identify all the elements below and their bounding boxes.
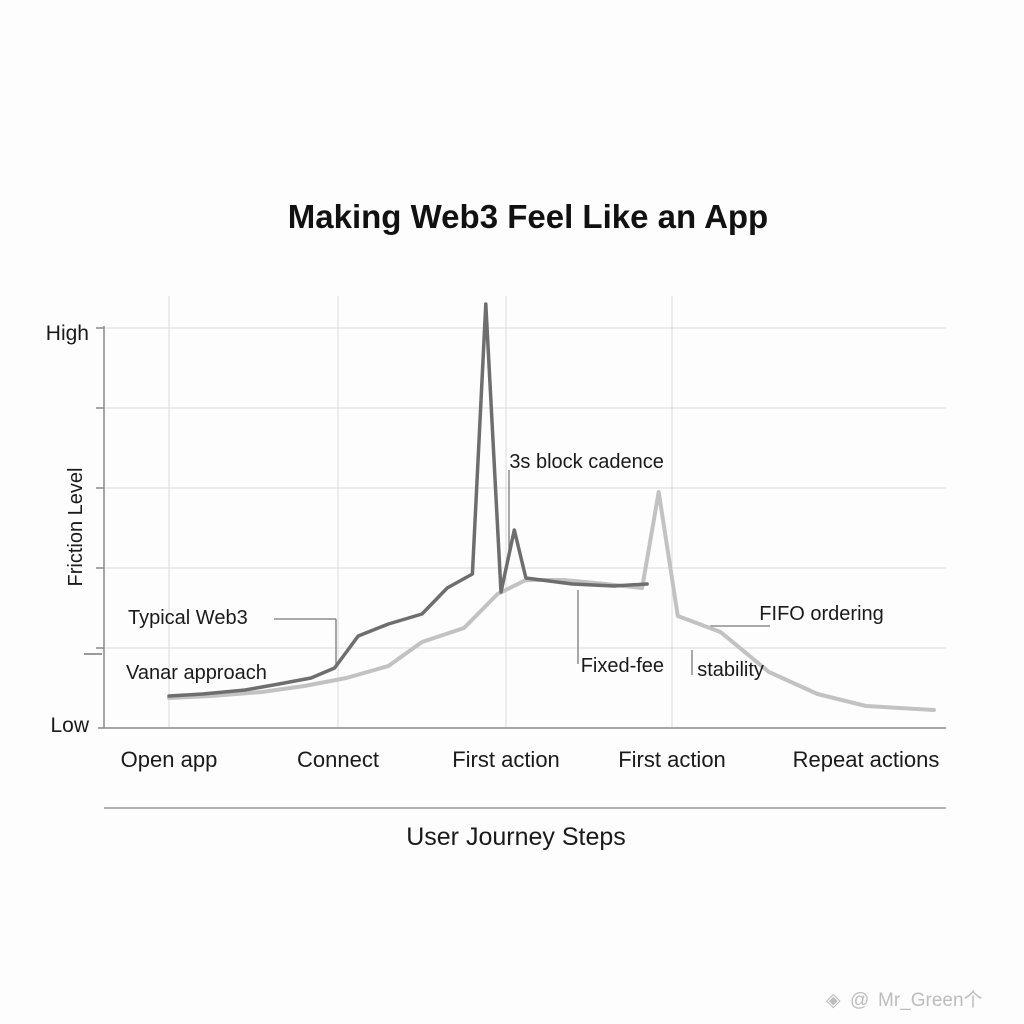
series-0-point-6 — [357, 635, 360, 637]
annotation-3: FIFO ordering — [759, 603, 883, 625]
x-tick-label-3: First action — [618, 747, 726, 772]
series-1-point-13 — [657, 491, 660, 493]
series-line-0 — [167, 302, 649, 698]
y-tick-label-high: High — [46, 322, 89, 345]
series-1-point-19 — [933, 709, 935, 711]
series-1-point-2 — [261, 691, 263, 693]
watermark-text: Mr_Green个 — [878, 989, 983, 1011]
series-1-point-10 — [563, 579, 565, 581]
x-tick-label-2: First action — [452, 747, 560, 772]
series-0-point-10 — [471, 573, 474, 575]
x-tick-label-0: Open app — [121, 747, 218, 772]
series-0-point-1 — [201, 693, 204, 695]
series-label-vanar-approach: Vanar approach — [126, 662, 267, 684]
series-line-1 — [167, 490, 936, 712]
series-0-point-9 — [446, 587, 449, 589]
x-tick-label-1: Connect — [297, 747, 379, 772]
annotation-1: Fixed-fee — [581, 655, 664, 677]
watermark-logo-icon: ◈ — [826, 990, 841, 1011]
series-1-point-4 — [345, 677, 348, 679]
series-0-point-8 — [421, 613, 423, 615]
series-layer — [167, 302, 936, 712]
series-0-point-5 — [333, 667, 336, 669]
series-0-point-7 — [387, 623, 390, 625]
series-0-point-16 — [613, 585, 615, 587]
series-1-point-3 — [303, 685, 306, 687]
series-0-point-2 — [244, 689, 247, 691]
series-0-point-0 — [168, 695, 170, 697]
annotation-guides — [274, 470, 770, 675]
series-0-point-11 — [484, 303, 487, 305]
series-1-point-7 — [463, 627, 465, 629]
series-0-point-3 — [278, 683, 280, 685]
series-0-point-4 — [310, 677, 312, 679]
series-1-point-16 — [768, 671, 770, 673]
series-1-point-14 — [676, 615, 679, 617]
x-tick-label-4: Repeat actions — [793, 747, 940, 772]
series-label-typical-web3: Typical Web3 — [128, 607, 248, 629]
axes — [84, 326, 946, 809]
series-0-point-13 — [513, 529, 516, 531]
series-0-point-14 — [525, 577, 527, 579]
series-1-point-6 — [421, 641, 423, 643]
series-0-point-17 — [646, 583, 648, 585]
y-axis-label: Friction Level — [65, 468, 87, 587]
series-0-point-15 — [571, 583, 574, 585]
annotation-2: stability — [697, 659, 764, 681]
watermark: ◈ @ Mr_Green个 — [826, 989, 983, 1011]
series-1-point-12 — [641, 587, 643, 589]
series-1-point-18 — [865, 705, 867, 707]
series-1-point-5 — [387, 665, 390, 667]
series-0-point-12 — [500, 591, 502, 593]
chart-title: Making Web3 Feel Like an App — [288, 198, 768, 235]
grid — [104, 296, 946, 728]
watermark-symbol: @ — [850, 990, 869, 1011]
annotation-0: 3s block cadence — [509, 451, 664, 473]
y-tick-label-low: Low — [50, 714, 89, 737]
series-1-point-15 — [719, 631, 722, 633]
series-1-point-17 — [816, 693, 819, 695]
x-axis-label: User Journey Steps — [406, 823, 626, 851]
series-1-point-1 — [210, 695, 213, 697]
labels-layer: Open app Connect First action First action R… — [121, 451, 940, 772]
series-1-point-8 — [496, 593, 499, 595]
